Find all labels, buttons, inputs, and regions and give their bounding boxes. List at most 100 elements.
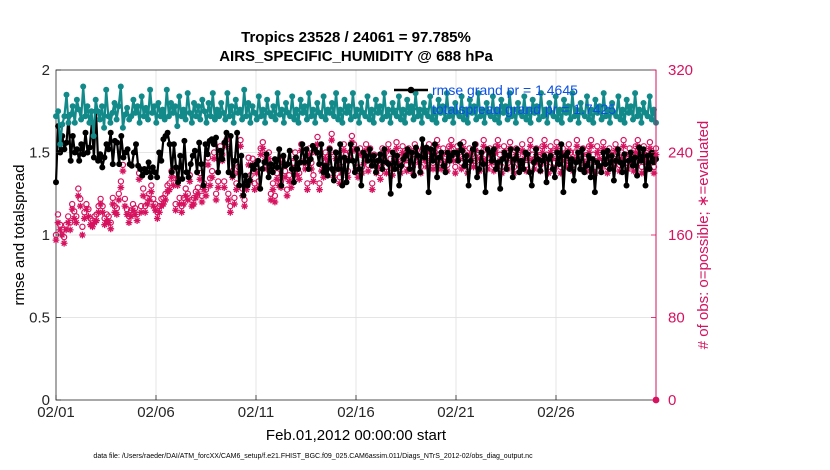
legend: rmse grand pr = 1.4645 totalspread grand… <box>394 82 616 117</box>
spread-point <box>76 106 82 113</box>
obs-possible-marker <box>448 136 455 144</box>
obs-evaluated-marker <box>403 167 411 175</box>
obs-evaluated-marker <box>571 155 579 163</box>
rmse-point <box>97 151 104 158</box>
rmse-point <box>541 152 548 159</box>
obs-evaluated-marker <box>281 173 289 181</box>
obs-evaluated-marker <box>305 151 313 158</box>
rmse-point <box>84 149 91 156</box>
obs-possible-marker <box>245 154 252 161</box>
spread-point <box>506 90 513 97</box>
rmse-point <box>539 157 546 164</box>
rmse-point <box>145 159 152 166</box>
obs-possible-marker <box>166 180 173 187</box>
rmse-point <box>53 179 59 186</box>
rmse-point <box>61 146 68 153</box>
spread-point <box>149 109 156 116</box>
obs-evaluated-marker <box>66 226 74 234</box>
rmse-point <box>442 169 449 176</box>
spread-point <box>510 106 517 113</box>
spread-point <box>253 116 260 123</box>
rmse-point <box>240 192 247 199</box>
obs-evaluated-marker <box>198 198 206 206</box>
spread-point <box>53 113 59 120</box>
rmse-point <box>78 141 85 148</box>
spread-point <box>186 109 193 116</box>
spread-point <box>621 119 628 126</box>
spread-point <box>331 113 337 120</box>
spread-point <box>306 90 312 97</box>
rmse-point <box>615 146 622 153</box>
rmse-point <box>177 152 184 159</box>
obs-evaluated-marker <box>470 163 477 171</box>
rmse-point <box>440 162 447 169</box>
obs-evaluated-marker <box>224 196 232 204</box>
rmse-point <box>638 157 645 164</box>
spread-point <box>402 119 409 126</box>
obs-evaluated-marker <box>563 163 571 171</box>
spread-point <box>247 119 254 126</box>
spread-point <box>630 116 636 123</box>
obs-possible-marker <box>310 171 317 179</box>
rmse-point <box>591 189 598 196</box>
spread-point <box>107 119 114 126</box>
rmse-point <box>421 154 428 161</box>
obs-possible-marker <box>634 136 642 144</box>
rmse-point <box>631 154 638 161</box>
x-axis-label: Feb.01,2012 00:00:00 start <box>266 427 447 444</box>
rmse-point <box>223 129 230 136</box>
spread-point <box>308 113 315 120</box>
spread-point <box>226 113 233 120</box>
spread-point <box>312 119 319 126</box>
spread-point <box>481 119 488 126</box>
spread-point <box>429 116 436 123</box>
spread-point <box>310 106 317 113</box>
spread-point <box>214 106 220 113</box>
obs-possible-marker <box>259 138 266 146</box>
rmse-point <box>493 166 499 172</box>
spread-point <box>372 96 379 103</box>
obs-evaluated-marker <box>494 142 502 150</box>
chart-title: Tropics 23528 / 24061 = 97.785% <box>241 29 471 46</box>
spread-point <box>168 100 174 106</box>
obs-evaluated-marker <box>449 157 457 165</box>
rmse-point <box>610 177 617 184</box>
obs-evaluated-marker <box>320 173 327 181</box>
spread-point <box>563 109 570 116</box>
obs-evaluated-marker <box>557 169 565 177</box>
obs-evaluated-marker <box>310 177 317 185</box>
spread-point <box>627 103 634 110</box>
spread-point <box>345 103 352 110</box>
rmse-point <box>170 141 177 148</box>
rmse-point <box>322 162 329 169</box>
spread-point <box>362 113 369 120</box>
spread-point <box>191 100 197 106</box>
rmse-point <box>274 164 281 171</box>
spread-point <box>427 93 434 100</box>
spread-point <box>268 113 275 120</box>
spread-point <box>170 109 177 116</box>
spread-point <box>178 113 185 120</box>
rmse-point <box>478 149 485 156</box>
obs-possible-marker <box>257 145 264 152</box>
spread-point <box>241 86 248 93</box>
obs-evaluated-marker <box>125 219 133 227</box>
obs-possible-marker <box>156 202 163 210</box>
rmse-point <box>128 162 135 169</box>
obs-possible-marker <box>56 221 64 228</box>
spread-point <box>101 124 108 131</box>
obs-possible-marker <box>202 186 210 193</box>
obs-possible-marker <box>172 200 179 208</box>
obs-evaluated-marker <box>271 198 279 206</box>
obs-evaluated-marker <box>137 208 145 216</box>
spread-point <box>498 96 505 103</box>
rmse-point <box>570 177 577 184</box>
obs-possible-marker <box>393 138 400 146</box>
spread-point <box>435 96 442 103</box>
rmse-point <box>507 146 514 153</box>
obs-possible-marker <box>83 200 90 208</box>
spread-point <box>469 109 475 116</box>
rmse-point <box>444 149 451 156</box>
obs-evaluated-marker <box>214 184 222 191</box>
rmse-point <box>596 162 603 169</box>
